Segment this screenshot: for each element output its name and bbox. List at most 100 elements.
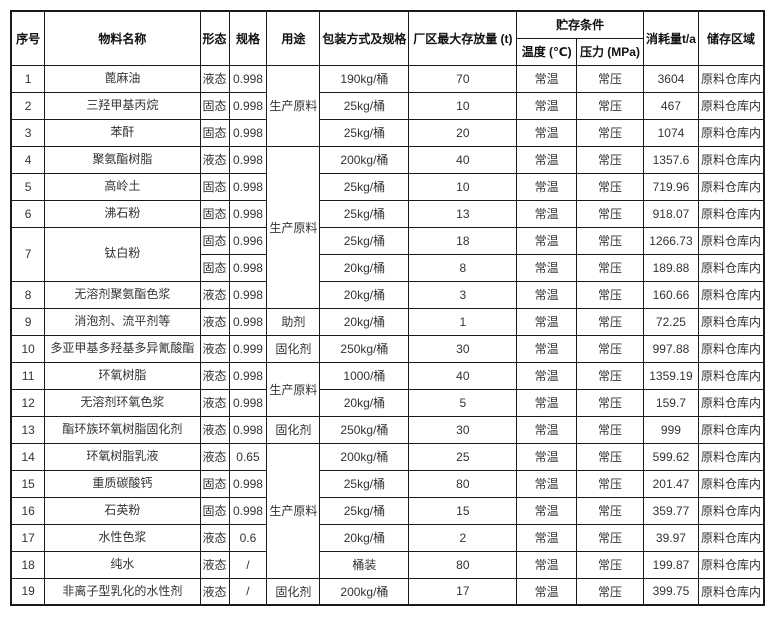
use-cell: 生产原料 (266, 361, 321, 417)
max-storage-cell: 25 (408, 442, 518, 471)
use-cell: 固化剂 (266, 334, 321, 363)
storage-area-cell: 原料仓库内 (697, 280, 765, 309)
table-row: 8 无溶剂聚氨酯色浆 液态 0.998 20kg/桶 3 常温 常压 160.66 原料仓库内 (10, 280, 765, 309)
material-name-cell: 非离子型乳化的水性剂 (44, 577, 201, 606)
consumption-cell: 199.87 (642, 550, 699, 579)
packaging-cell: 20kg/桶 (319, 307, 410, 336)
consumption-cell: 997.88 (642, 334, 699, 363)
storage-area-cell: 原料仓库内 (697, 496, 765, 525)
pressure-cell: 常压 (576, 199, 644, 228)
serial-cell: 13 (10, 415, 46, 444)
consumption-cell: 39.97 (642, 523, 699, 552)
consumption-cell: 1074 (642, 118, 699, 147)
serial-cell: 4 (10, 145, 46, 174)
table-row: 11 环氧树脂 液态 0.998 生产原料 1000/桶 40 常温 常压 1359.19 原料仓库… (10, 361, 765, 417)
temperature-cell: 常温 (516, 415, 578, 444)
pressure-cell: 常压 (576, 361, 644, 390)
storage-area-cell: 原料仓库内 (697, 226, 765, 255)
form-cell: 固态 (199, 226, 230, 255)
consumption-cell: 189.88 (642, 253, 699, 282)
temperature-cell: 常温 (516, 550, 578, 579)
packaging-cell: 20kg/桶 (319, 280, 410, 309)
max-storage-cell: 30 (408, 415, 518, 444)
consumption-cell: 159.7 (642, 388, 699, 417)
packaging-cell: 20kg/桶 (319, 523, 410, 552)
temperature-cell: 常温 (516, 496, 578, 525)
spec-cell: 0.998 (228, 172, 268, 201)
pressure-cell: 常压 (576, 334, 644, 363)
serial-cell: 6 (10, 199, 46, 228)
packaging-cell: 20kg/桶 (319, 253, 410, 282)
packaging-cell: 桶装 (319, 550, 410, 579)
table-row: 14 环氧树脂乳液 液态 0.65 生产原料 200kg/桶 25 常温 常压 599.62 原料仓… (10, 442, 765, 579)
consumption-cell: 599.62 (642, 442, 699, 471)
spec-cell: 0.998 (228, 253, 268, 282)
header-form: 形态 (199, 10, 230, 66)
storage-area-cell: 原料仓库内 (697, 523, 765, 552)
pressure-cell: 常压 (576, 253, 644, 282)
spec-cell: 0.998 (228, 496, 268, 525)
storage-area-cell: 原料仓库内 (697, 469, 765, 498)
material-name-cell: 环氧树脂 (44, 361, 201, 390)
spec-cell: 0.998 (228, 415, 268, 444)
serial-cell: 19 (10, 577, 46, 606)
header-row-sub: 温度 (℃) 压力 (MPa) (11, 37, 764, 66)
use-cell: 生产原料 (266, 64, 321, 147)
max-storage-cell: 5 (408, 388, 518, 417)
form-cell: 液态 (199, 442, 230, 471)
spec-cell: 0.6 (228, 523, 268, 552)
table-row: 15 重质碳酸钙 固态 0.998 25kg/桶 80 常温 常压 201.47 原料仓库内 (10, 469, 765, 498)
max-storage-cell: 18 (408, 226, 518, 255)
max-storage-cell: 40 (408, 145, 518, 174)
header-packaging: 包装方式及规格 (319, 10, 410, 66)
max-storage-cell: 20 (408, 118, 518, 147)
serial-cell: 7 (10, 226, 46, 282)
spec-cell: / (228, 550, 268, 579)
header-consumption: 消耗量t/a (642, 10, 699, 66)
header-temperature: 温度 (℃) (516, 37, 578, 66)
serial-cell: 1 (10, 64, 46, 93)
table-row: 3 苯酐 固态 0.998 25kg/桶 20 常温 常压 1074 原料仓库内 (10, 118, 765, 147)
serial-cell: 9 (10, 307, 46, 336)
table-row: 7 钛白粉 固态 0.996 25kg/桶 18 常温 常压 1266.73 原料仓库内 (10, 226, 765, 282)
consumption-cell: 918.07 (642, 199, 699, 228)
form-cell: 液态 (199, 361, 230, 390)
form-cell: 液态 (199, 388, 230, 417)
spec-cell: 0.998 (228, 145, 268, 174)
storage-area-cell: 原料仓库内 (697, 118, 765, 147)
consumption-cell: 999 (642, 415, 699, 444)
material-name-cell: 重质碳酸钙 (44, 469, 201, 498)
use-cell: 助剂 (266, 307, 321, 336)
storage-area-cell: 原料仓库内 (697, 253, 765, 282)
form-cell: 液态 (199, 523, 230, 552)
storage-area-cell: 原料仓库内 (697, 415, 765, 444)
use-cell: 生产原料 (266, 145, 321, 309)
form-cell: 固态 (199, 253, 230, 282)
spec-cell: 0.998 (228, 64, 268, 93)
material-name-cell: 聚氨酯树脂 (44, 145, 201, 174)
storage-area-cell: 原料仓库内 (697, 442, 765, 471)
header-storage-area: 储存区域 (697, 10, 765, 66)
consumption-cell: 467 (642, 91, 699, 120)
packaging-cell: 200kg/桶 (319, 577, 410, 606)
serial-cell: 18 (10, 550, 46, 579)
packaging-cell: 25kg/桶 (319, 469, 410, 498)
table-row: 4 聚氨酯树脂 液态 0.998 生产原料 200kg/桶 40 常温 常压 1357.6 原料仓库… (10, 145, 765, 309)
storage-area-cell: 原料仓库内 (697, 199, 765, 228)
material-name-cell: 无溶剂聚氨酯色浆 (44, 280, 201, 309)
spec-cell: 0.998 (228, 199, 268, 228)
serial-cell: 3 (10, 118, 46, 147)
material-name-cell: 苯酐 (44, 118, 201, 147)
pressure-cell: 常压 (576, 145, 644, 174)
storage-area-cell: 原料仓库内 (697, 361, 765, 390)
packaging-cell: 1000/桶 (319, 361, 410, 390)
table-row: 19 非离子型乳化的水性剂 液态 / 固化剂 200kg/桶 17 常温 常压 399.75 原料仓… (10, 577, 765, 606)
max-storage-cell: 1 (408, 307, 518, 336)
form-cell: 液态 (199, 334, 230, 363)
max-storage-cell: 2 (408, 523, 518, 552)
spec-cell: 0.998 (228, 280, 268, 309)
material-name-cell: 高岭土 (44, 172, 201, 201)
pressure-cell: 常压 (576, 172, 644, 201)
temperature-cell: 常温 (516, 523, 578, 552)
table-row: 18 纯水 液态 / 桶装 80 常温 常压 199.87 原料仓库内 (10, 550, 765, 579)
